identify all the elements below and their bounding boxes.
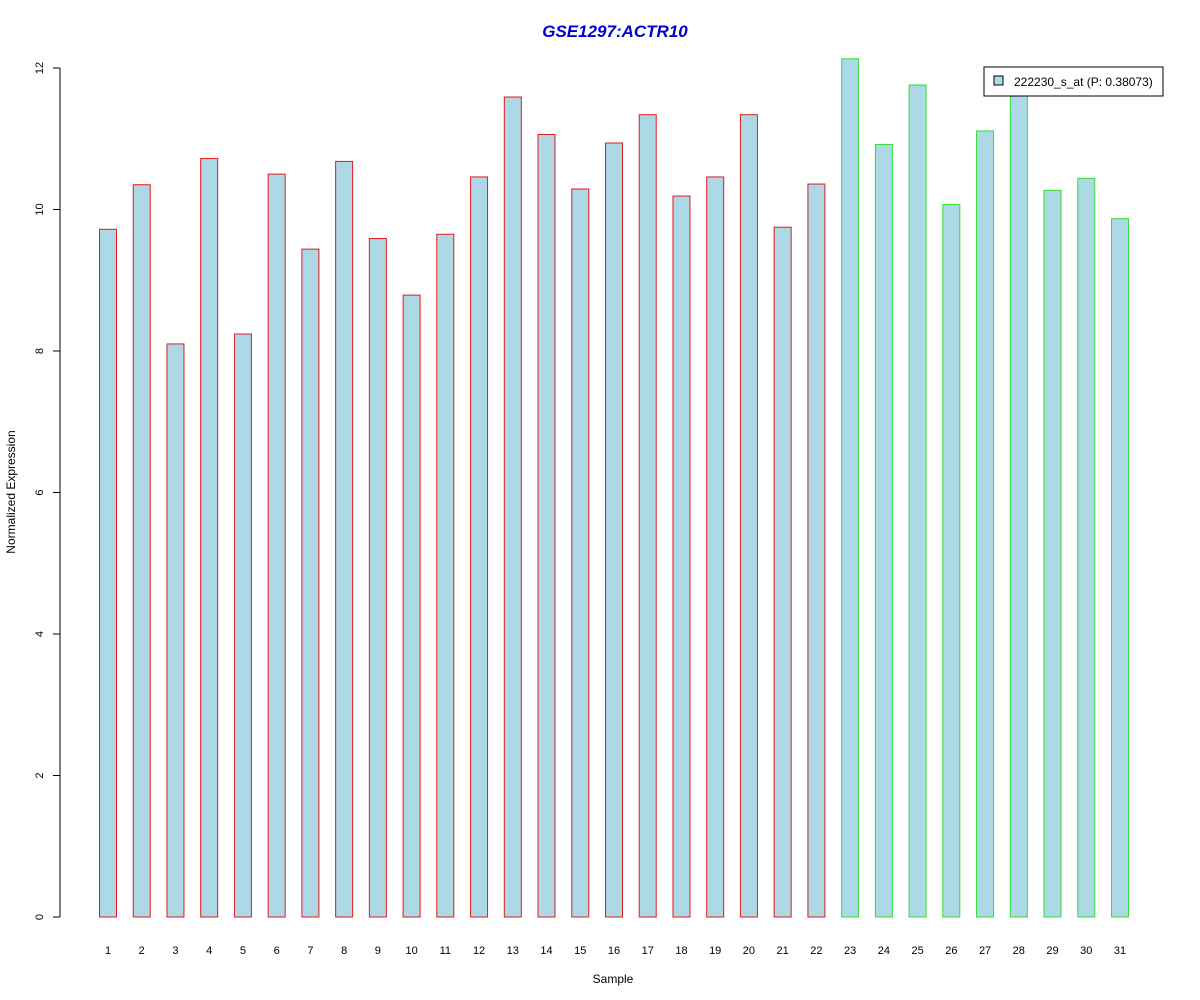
bar-sample-8 bbox=[335, 160, 354, 918]
x-tick-label: 6 bbox=[274, 945, 280, 957]
x-tick-label: 24 bbox=[878, 945, 890, 957]
x-tick-label: 22 bbox=[810, 945, 822, 957]
bar-sample-31 bbox=[1111, 218, 1129, 918]
bar-sample-15 bbox=[571, 188, 590, 918]
bar-sample-17 bbox=[638, 114, 657, 918]
x-tick-label: 20 bbox=[743, 945, 755, 957]
x-tick-label: 1 bbox=[105, 945, 111, 957]
y-tick-label: 8 bbox=[34, 348, 46, 354]
y-tick-label: 12 bbox=[34, 62, 46, 74]
x-tick-label: 19 bbox=[709, 945, 721, 957]
chart-title: GSE1297:ACTR10 bbox=[542, 22, 688, 41]
x-tick-label: 16 bbox=[608, 945, 620, 957]
x-tick-label: 18 bbox=[675, 945, 687, 957]
bar-sample-20 bbox=[739, 114, 758, 918]
x-tick-label: 11 bbox=[440, 945, 451, 957]
bar-sample-14 bbox=[537, 134, 556, 918]
legend-label: 222230_s_at (P: 0.38073) bbox=[1014, 75, 1153, 89]
x-tick-labels: 1 2 3 4 5 6 7 8 9 10 11 12 13 14 15 16 17 18 19 20 21 22 23 24 2… bbox=[105, 945, 1126, 957]
bar-sample-28 bbox=[1009, 94, 1028, 918]
bar-sample-27 bbox=[976, 130, 995, 918]
bar-sample-11 bbox=[436, 233, 455, 918]
legend: 222230_s_at (P: 0.38073) bbox=[983, 66, 1164, 97]
x-tick-label: 28 bbox=[1013, 945, 1025, 957]
legend-box bbox=[983, 66, 1164, 97]
bar-sample-5 bbox=[233, 333, 252, 918]
x-tick-label: 13 bbox=[507, 945, 519, 957]
bar-sample-26 bbox=[942, 204, 961, 918]
bar-sample-30 bbox=[1077, 177, 1096, 918]
y-tick-label: 10 bbox=[34, 203, 46, 215]
y-tick-label: 4 bbox=[34, 631, 46, 637]
x-tick-label: 17 bbox=[642, 945, 654, 957]
bar-sample-21 bbox=[773, 226, 792, 918]
x-tick-label: 27 bbox=[979, 945, 991, 957]
x-tick-label: 4 bbox=[206, 945, 212, 957]
bar-sample-18 bbox=[672, 195, 691, 918]
x-tick-label: 9 bbox=[375, 945, 381, 957]
bar-sample-13 bbox=[503, 96, 522, 918]
x-tick-label: 10 bbox=[405, 945, 417, 957]
x-tick-label: 26 bbox=[945, 945, 957, 957]
y-tick-label: 2 bbox=[34, 772, 46, 778]
bar-sample-16 bbox=[605, 142, 623, 918]
y-tick-label: 0 bbox=[34, 914, 46, 920]
x-axis-label: Sample bbox=[593, 972, 634, 986]
legend-swatch bbox=[993, 75, 1004, 86]
bar-sample-23 bbox=[841, 58, 860, 918]
x-tick-label: 29 bbox=[1046, 945, 1058, 957]
bar-sample-9 bbox=[368, 238, 387, 918]
bar-sample-12 bbox=[470, 176, 489, 918]
bar-sample-1 bbox=[99, 228, 117, 918]
bars-group bbox=[99, 58, 1129, 918]
bar-sample-24 bbox=[874, 143, 893, 918]
x-tick-label: 30 bbox=[1080, 945, 1092, 957]
x-tick-label: 2 bbox=[139, 945, 145, 957]
x-tick-label: 7 bbox=[307, 945, 313, 957]
bar-sample-29 bbox=[1043, 189, 1062, 918]
bar-sample-19 bbox=[706, 176, 725, 918]
bar-sample-6 bbox=[267, 173, 286, 918]
x-tick-label: 12 bbox=[473, 945, 485, 957]
x-tick-label: 5 bbox=[240, 945, 246, 957]
x-tick-label: 31 bbox=[1114, 945, 1126, 957]
x-tick-label: 25 bbox=[911, 945, 923, 957]
x-tick-label: 3 bbox=[172, 945, 178, 957]
bar-sample-22 bbox=[807, 183, 826, 918]
bar-sample-25 bbox=[908, 84, 927, 918]
bar-sample-4 bbox=[200, 158, 219, 918]
bar-sample-3 bbox=[166, 343, 185, 918]
x-tick-label: 21 bbox=[777, 945, 789, 957]
bar-sample-2 bbox=[132, 184, 151, 918]
x-tick-label: 8 bbox=[341, 945, 347, 957]
x-tick-label: 14 bbox=[540, 945, 552, 957]
y-axis-label: Normalized Expression bbox=[4, 430, 18, 553]
y-axis: 0 2 4 6 8 10 12 bbox=[34, 62, 61, 920]
bar-sample-7 bbox=[301, 248, 320, 918]
x-tick-label: 15 bbox=[574, 945, 586, 957]
y-tick-label: 6 bbox=[34, 489, 46, 495]
x-tick-label: 23 bbox=[844, 945, 856, 957]
bar-sample-10 bbox=[402, 294, 421, 918]
